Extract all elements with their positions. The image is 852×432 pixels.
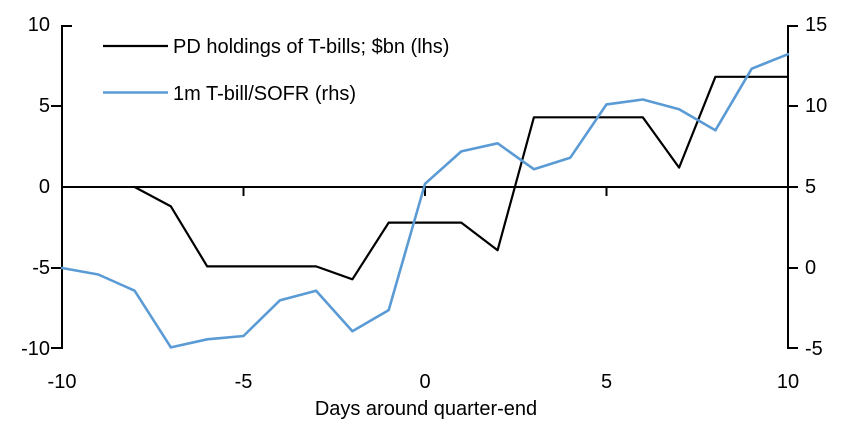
legend-label-series-1: PD holdings of T-bills; $bn (lhs) — [173, 36, 450, 58]
x-axis-tick-label: -5 — [234, 371, 253, 393]
x-axis-title: Days around quarter-end — [314, 398, 538, 420]
left-axis-tick-label: -5 — [32, 257, 50, 279]
right-axis-tick-label: 10 — [805, 95, 828, 117]
left-axis-tick-label: 10 — [27, 14, 50, 36]
x-axis-tick-label: -10 — [47, 371, 77, 393]
right-axis-tick-label: 0 — [805, 257, 817, 279]
x-axis-tick-label: 5 — [600, 371, 613, 393]
x-axis-tick-label: 10 — [776, 371, 800, 393]
series-line-1 — [133, 75, 790, 281]
legend-samples — [103, 44, 168, 94]
right-axis-tick-label: 5 — [805, 176, 817, 198]
left-axis-tick-label: -10 — [21, 338, 50, 360]
right-axis-tick-label: -5 — [805, 338, 823, 360]
legend-label-series-2: 1m T-bill/SOFR (rhs) — [173, 82, 356, 105]
series-lines — [60, 52, 790, 349]
series-line-2 — [60, 52, 790, 349]
right-axis-tick-label: 15 — [805, 14, 828, 36]
x-axis-tick-label: 0 — [419, 371, 431, 393]
left-axis-tick-label: 0 — [38, 176, 50, 198]
left-axis-tick-label: 5 — [38, 95, 50, 117]
